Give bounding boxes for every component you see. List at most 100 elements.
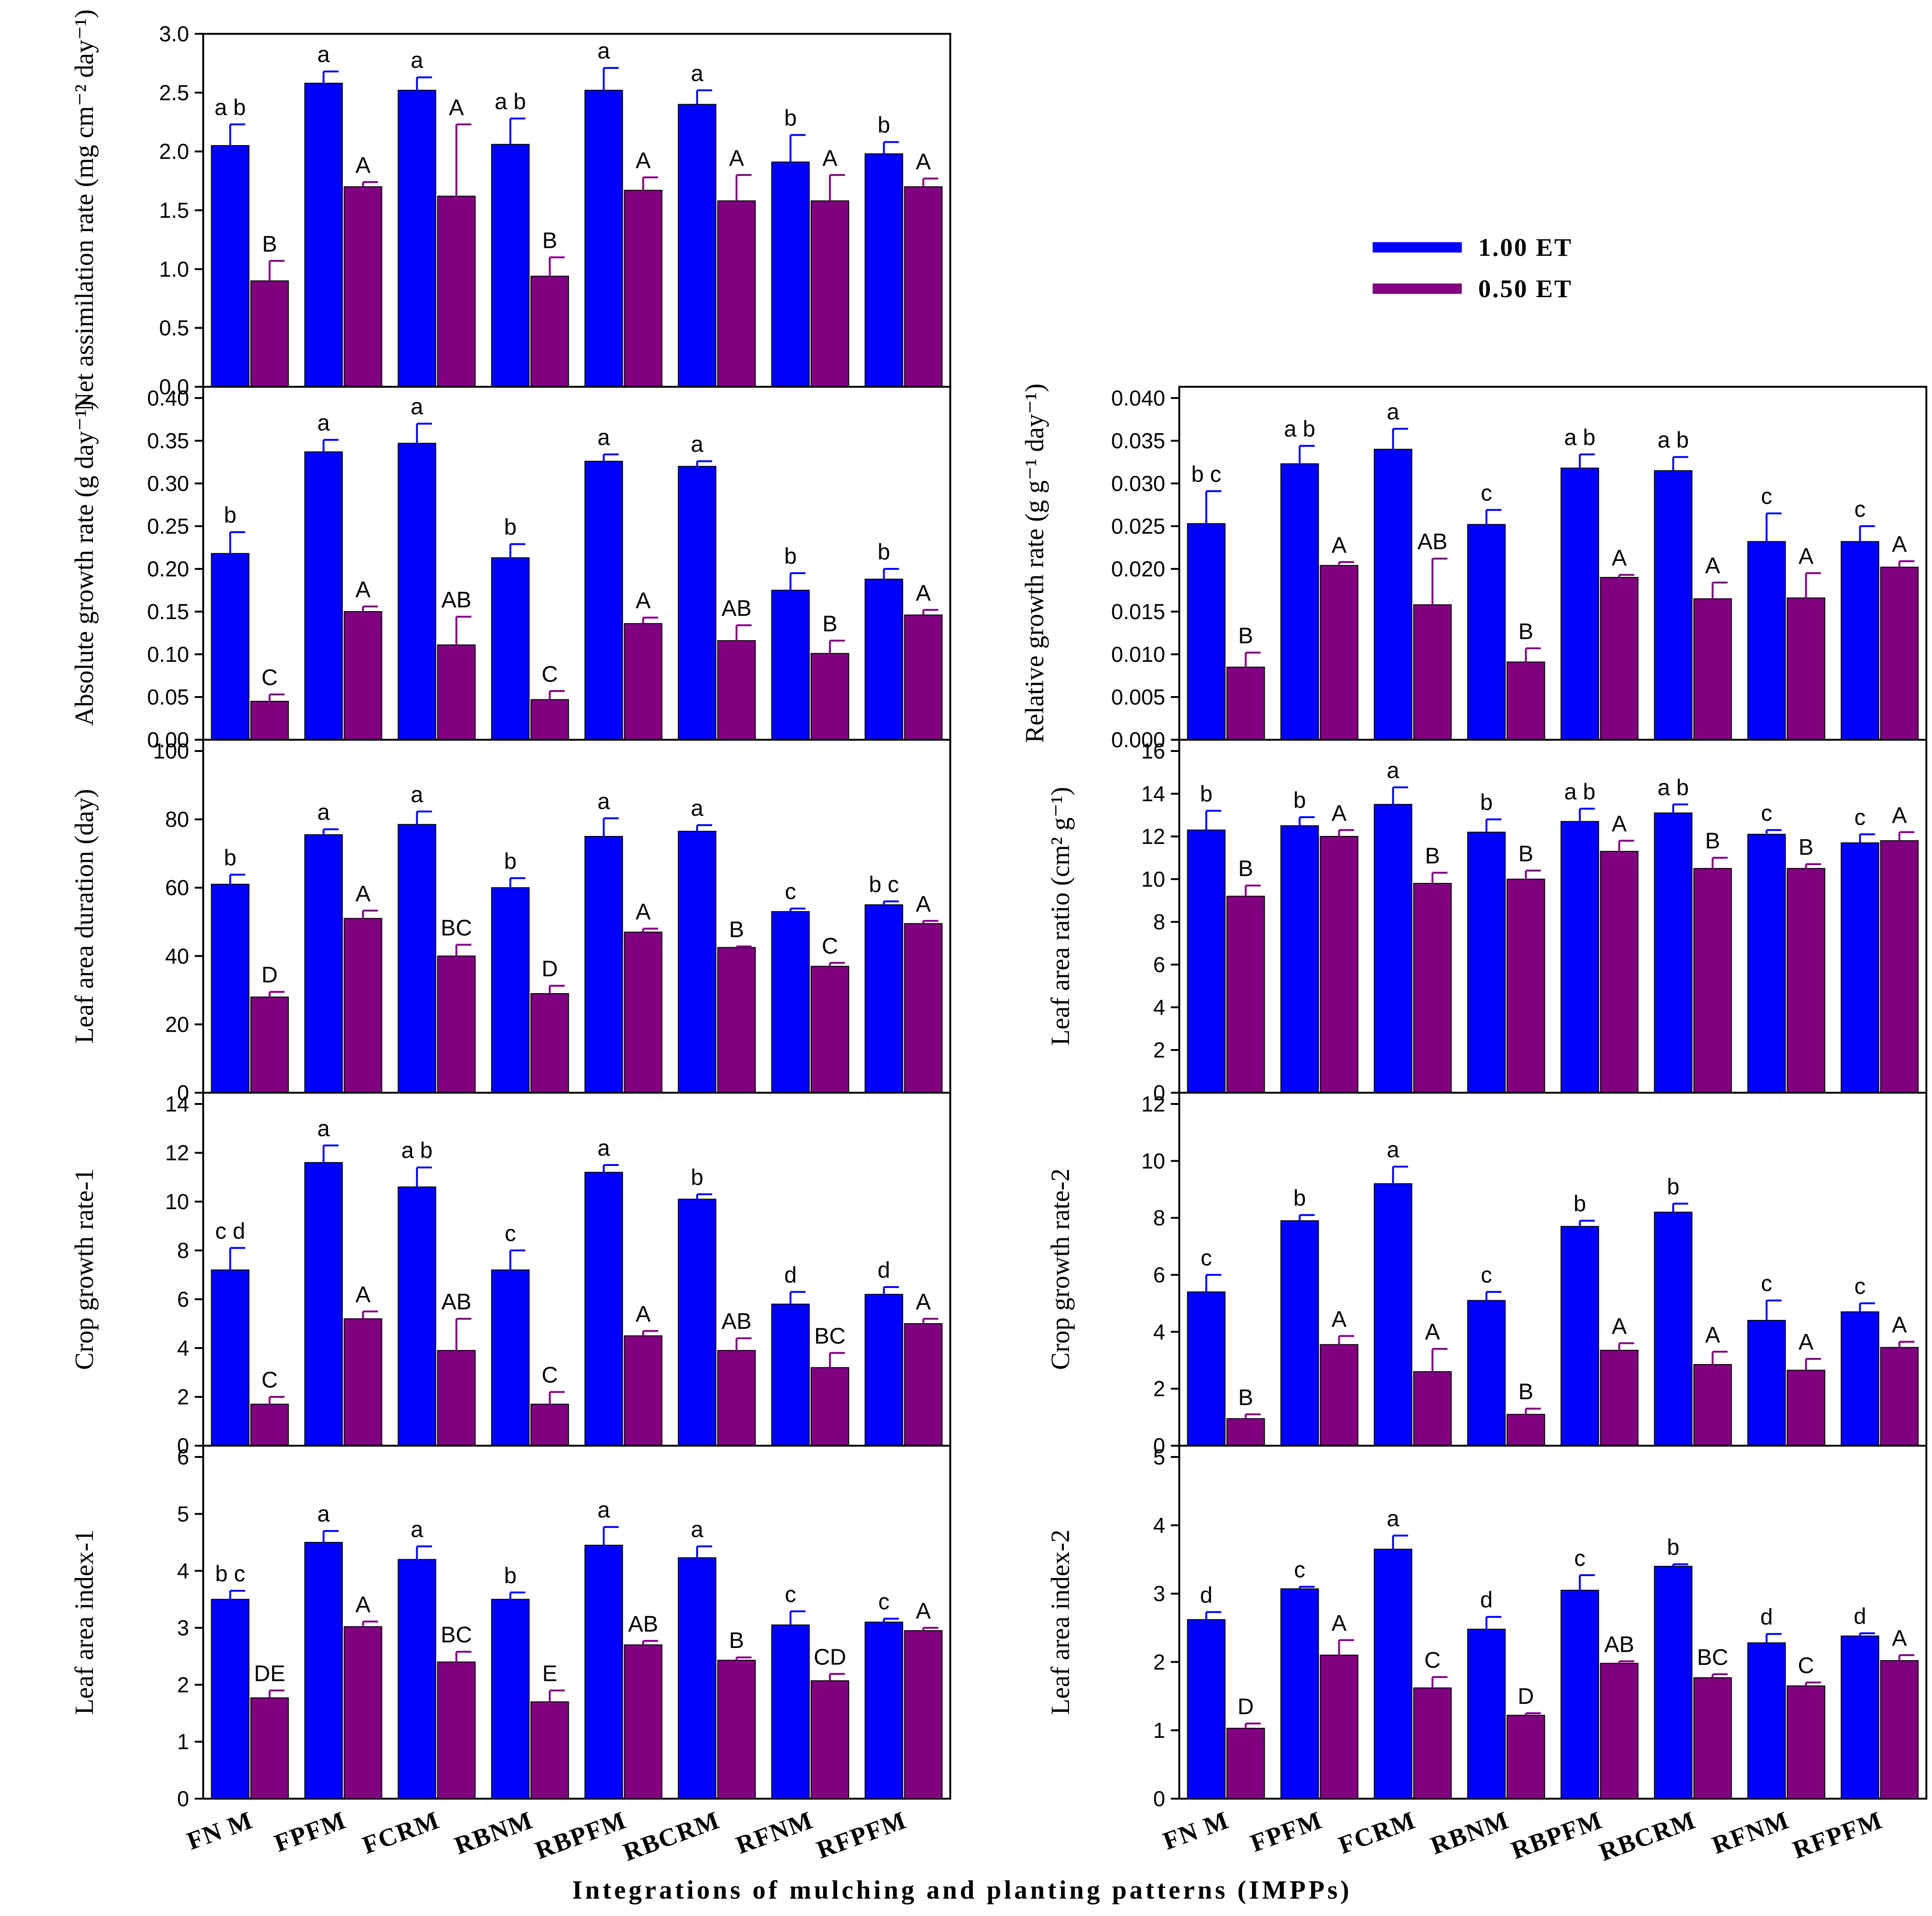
letter-lar-s2-6: B	[1798, 835, 1813, 860]
ytick-label-lar-5: 10	[1141, 867, 1165, 891]
letter-lai2-s2-1: A	[1331, 1611, 1346, 1636]
letter-lar-s1-5: a b	[1657, 775, 1689, 800]
bar-cgr2-s1-0	[1187, 1291, 1226, 1446]
ytick-label-lai1-1: 1	[177, 1730, 189, 1754]
letter-lar-s2-4: A	[1611, 812, 1627, 836]
bar-lad-s2-6	[810, 966, 849, 1093]
letter-cgr2-s2-6: A	[1798, 1330, 1813, 1355]
bar-lar-s2-2	[1413, 883, 1452, 1093]
bar-cgr2-s2-7	[1880, 1347, 1919, 1446]
letter-nar-s2-1: A	[355, 153, 370, 178]
ytick-label-agr-1: 0.05	[147, 685, 189, 709]
letter-cgr1-s2-3: C	[542, 1363, 558, 1388]
letter-lai1-s1-2: a	[411, 1517, 423, 1542]
bar-lai2-s2-6	[1787, 1685, 1825, 1800]
ytick-label-cgr1-7: 14	[165, 1092, 189, 1116]
x-axis-title: Integrations of mulching and planting pa…	[572, 1876, 1352, 1905]
bar-lad-s2-5	[717, 947, 756, 1093]
ytick-label-nar-0: 0.0	[159, 375, 189, 399]
letter-nar-s1-0: a b	[214, 95, 246, 120]
bar-lai2-s2-3	[1506, 1715, 1545, 1799]
letter-rgr-s2-6: A	[1798, 544, 1813, 569]
bar-nar-s1-2	[397, 90, 436, 387]
letter-cgr2-s1-3: c	[1481, 1263, 1492, 1288]
bar-cgr2-s1-2	[1374, 1183, 1413, 1447]
bar-rgr-s2-1	[1320, 565, 1359, 740]
letter-agr-s2-1: A	[355, 577, 370, 602]
ylabel-lar: Leaf area ratio (cm² g⁻¹)	[1046, 787, 1075, 1045]
letter-agr-s1-2: a	[411, 395, 423, 420]
bar-agr-s2-1	[344, 611, 382, 740]
bar-lai2-s1-4	[1560, 1589, 1599, 1799]
bar-cgr1-s1-5	[678, 1198, 717, 1447]
letter-cgr1-s1-4: a	[597, 1136, 610, 1161]
letter-cgr2-s1-1: b	[1293, 1186, 1306, 1211]
bar-agr-s2-5	[717, 640, 756, 740]
letter-lai1-s2-1: A	[355, 1593, 370, 1617]
bar-lai1-s1-4	[584, 1545, 623, 1799]
letter-lar-s2-2: B	[1425, 843, 1440, 868]
letter-cgr2-s2-5: A	[1705, 1323, 1720, 1348]
bar-lad-s2-0	[250, 996, 289, 1093]
bar-lad-s2-1	[344, 918, 382, 1093]
bar-lar-s1-2	[1374, 804, 1413, 1093]
bar-nar-s1-3	[491, 144, 530, 388]
ytick-label-agr-2: 0.10	[147, 642, 189, 667]
ylabel-lai2: Leaf area index-2	[1046, 1530, 1075, 1715]
ytick-label-cgr1-2: 4	[177, 1336, 189, 1360]
ytick-label-lar-7: 14	[1141, 782, 1165, 806]
bar-cgr2-s1-7	[1840, 1311, 1879, 1447]
ytick-label-lai2-5: 5	[1153, 1445, 1165, 1469]
letter-cgr2-s1-2: a	[1387, 1137, 1399, 1162]
bar-rgr-s2-0	[1226, 667, 1265, 741]
panel-frame-lai1	[202, 1445, 951, 1800]
bar-agr-s1-0	[211, 553, 250, 740]
letter-lai2-s2-5: BC	[1697, 1645, 1728, 1670]
letter-agr-s1-0: b	[224, 503, 237, 528]
letter-agr-s2-7: A	[916, 581, 931, 605]
ytick-label-lad-3: 60	[165, 875, 189, 900]
letter-lad-s1-6: c	[785, 880, 796, 904]
ytick-label-lad-0: 0	[177, 1081, 189, 1105]
xcat-lai1-0: FN M	[183, 1806, 256, 1855]
letter-lad-s1-0: b	[224, 846, 237, 871]
letter-nar-s1-3: a b	[495, 89, 526, 114]
bar-agr-s2-3	[530, 699, 569, 740]
bar-cgr1-s2-6	[810, 1367, 849, 1447]
letter-cgr1-s1-7: d	[878, 1258, 890, 1283]
letter-nar-s1-1: a	[317, 42, 330, 67]
xcat-lai1-5: RBCRM	[619, 1806, 724, 1867]
ytick-label-cgr1-4: 8	[177, 1238, 189, 1263]
bar-lai1-s2-2	[437, 1661, 476, 1800]
letter-cgr1-s1-5: b	[691, 1165, 703, 1190]
bar-lai2-s2-7	[1880, 1660, 1919, 1799]
bar-lar-s2-4	[1600, 851, 1639, 1093]
bar-lai2-s1-2	[1374, 1548, 1413, 1800]
letter-lai2-s2-4: AB	[1604, 1632, 1634, 1657]
letter-agr-s2-5: AB	[721, 596, 751, 621]
bar-cgr2-s1-6	[1747, 1320, 1786, 1446]
ylabel-nar: Net assimilation rate (mg cm⁻² day⁻¹)	[70, 9, 99, 411]
ytick-label-lar-8: 16	[1141, 739, 1165, 763]
ytick-label-lar-3: 6	[1153, 952, 1165, 977]
letter-nar-s2-3: B	[542, 228, 557, 253]
letter-lad-s1-7: b c	[869, 872, 899, 897]
letter-cgr2-s2-0: B	[1238, 1385, 1253, 1410]
ytick-label-agr-3: 0.15	[147, 599, 189, 624]
letter-rgr-s1-0: b c	[1191, 462, 1221, 487]
bar-lad-s1-7	[864, 904, 903, 1093]
ytick-label-nar-5: 2.5	[159, 80, 189, 105]
bar-cgr2-s2-5	[1693, 1364, 1732, 1447]
bar-lai1-s1-0	[211, 1599, 250, 1799]
bar-lar-s2-0	[1226, 896, 1265, 1094]
bar-cgr1-s1-3	[491, 1269, 530, 1447]
letter-agr-s1-1: a	[317, 411, 330, 436]
letter-lai2-s1-4: c	[1574, 1546, 1586, 1571]
legend-label-series1: 1.00 ET	[1478, 233, 1573, 261]
bar-cgr1-s2-2	[437, 1350, 476, 1446]
xcat-lai1-7: RFPFM	[813, 1806, 910, 1864]
bar-lai2-s1-0	[1187, 1619, 1226, 1800]
letter-rgr-s2-1: A	[1331, 533, 1346, 558]
bar-lai2-s2-5	[1693, 1677, 1732, 1800]
